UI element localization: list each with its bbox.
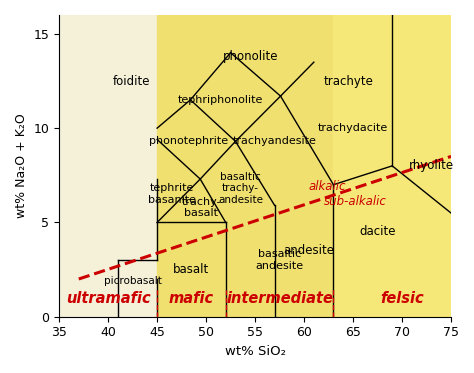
Text: mafic: mafic — [169, 291, 214, 306]
Bar — [333, 15, 451, 317]
Text: basaltic
trachy-
andesite: basaltic trachy- andesite — [218, 172, 263, 205]
Text: picrobasalt: picrobasalt — [104, 276, 162, 286]
Text: basaltic
andesite: basaltic andesite — [255, 249, 304, 271]
Bar — [59, 15, 157, 317]
Text: tephrite
basanite: tephrite basanite — [148, 184, 196, 205]
Text: sub-alkalic: sub-alkalic — [324, 195, 386, 208]
Text: ultramafic: ultramafic — [66, 291, 150, 306]
Text: tephriphonolite: tephriphonolite — [178, 95, 264, 105]
Bar — [226, 15, 333, 317]
Text: alkalic: alkalic — [309, 180, 346, 193]
Bar — [157, 15, 226, 317]
Text: rhyolite: rhyolite — [409, 159, 454, 172]
Text: trachyte: trachyte — [323, 75, 373, 88]
Text: trachydacite: trachydacite — [318, 123, 388, 133]
Text: trachy-
basalt: trachy- basalt — [182, 197, 221, 218]
Text: andesite: andesite — [283, 244, 335, 257]
X-axis label: wt% SiO₂: wt% SiO₂ — [225, 345, 285, 358]
Text: phonolite: phonolite — [222, 50, 278, 63]
Text: basalt: basalt — [173, 263, 210, 276]
Y-axis label: wt% Na₂O + K₂O: wt% Na₂O + K₂O — [15, 113, 28, 218]
Text: foidite: foidite — [113, 75, 151, 88]
Text: phonotephrite: phonotephrite — [149, 137, 228, 146]
Text: felsic: felsic — [380, 291, 424, 306]
Text: trachyandesite: trachyandesite — [233, 137, 317, 146]
Text: intermediate: intermediate — [226, 291, 333, 306]
Text: dacite: dacite — [359, 225, 396, 238]
